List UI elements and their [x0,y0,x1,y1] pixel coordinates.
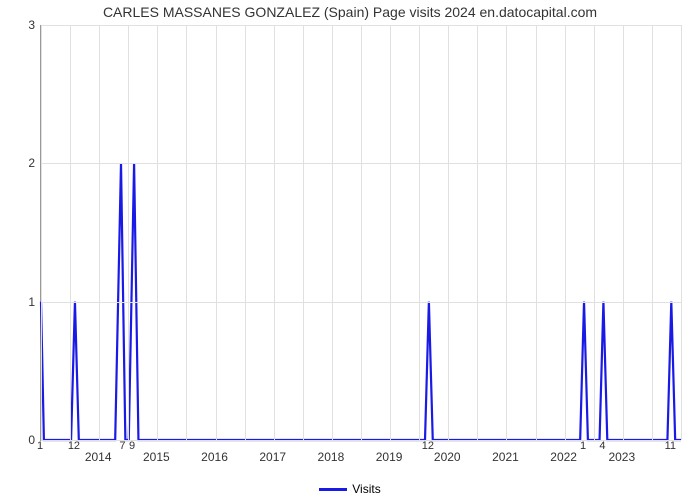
grid-line-v [128,25,129,440]
grid-line-h [41,302,681,303]
grid-line-h [41,163,681,164]
x-tick-sub: 1 [580,440,586,452]
x-tick-year: 2015 [143,450,170,464]
grid-line-v [506,25,507,440]
legend-label: Visits [352,482,380,496]
x-tick-sub: 4 [599,440,605,452]
grid-line-v [332,25,333,440]
grid-line-v [41,25,42,440]
grid-line-v [303,25,304,440]
y-tick-label: 2 [15,156,35,170]
legend-swatch [319,488,347,491]
y-tick-label: 3 [15,18,35,32]
grid-line-v [186,25,187,440]
y-tick-label: 0 [15,433,35,447]
grid-line-v [477,25,478,440]
x-tick-year: 2020 [434,450,461,464]
x-tick-sub: 12 [422,440,434,452]
grid-line-v [419,25,420,440]
grid-line-v [70,25,71,440]
grid-line-v [245,25,246,440]
grid-line-v [652,25,653,440]
x-tick-year: 2021 [492,450,519,464]
grid-line-v [536,25,537,440]
x-tick-year: 2017 [259,450,286,464]
y-tick-label: 1 [15,295,35,309]
x-tick-year: 2019 [376,450,403,464]
x-tick-sub: 11 [665,440,676,452]
grid-line-h [41,25,681,26]
grid-line-v [157,25,158,440]
grid-line-v [565,25,566,440]
x-tick-sub: 7 [119,440,125,452]
grid-line-v [623,25,624,440]
x-tick-year: 2022 [550,450,577,464]
grid-line-v [216,25,217,440]
grid-line-v [99,25,100,440]
x-tick-sub: 12 [68,440,80,452]
plot-area [40,25,681,441]
grid-line-v [361,25,362,440]
legend: Visits [0,482,700,496]
grid-line-v [274,25,275,440]
x-tick-year: 2023 [608,450,635,464]
chart-title: CARLES MASSANES GONZALEZ (Spain) Page vi… [0,4,700,20]
x-tick-sub: 1 [37,440,43,452]
grid-line-v [448,25,449,440]
grid-line-v [594,25,595,440]
x-tick-sub: 9 [129,440,135,452]
x-tick-year: 2016 [201,450,228,464]
x-tick-year: 2018 [318,450,345,464]
grid-line-v [390,25,391,440]
x-tick-year: 2014 [85,450,112,464]
grid-line-v [681,25,682,440]
